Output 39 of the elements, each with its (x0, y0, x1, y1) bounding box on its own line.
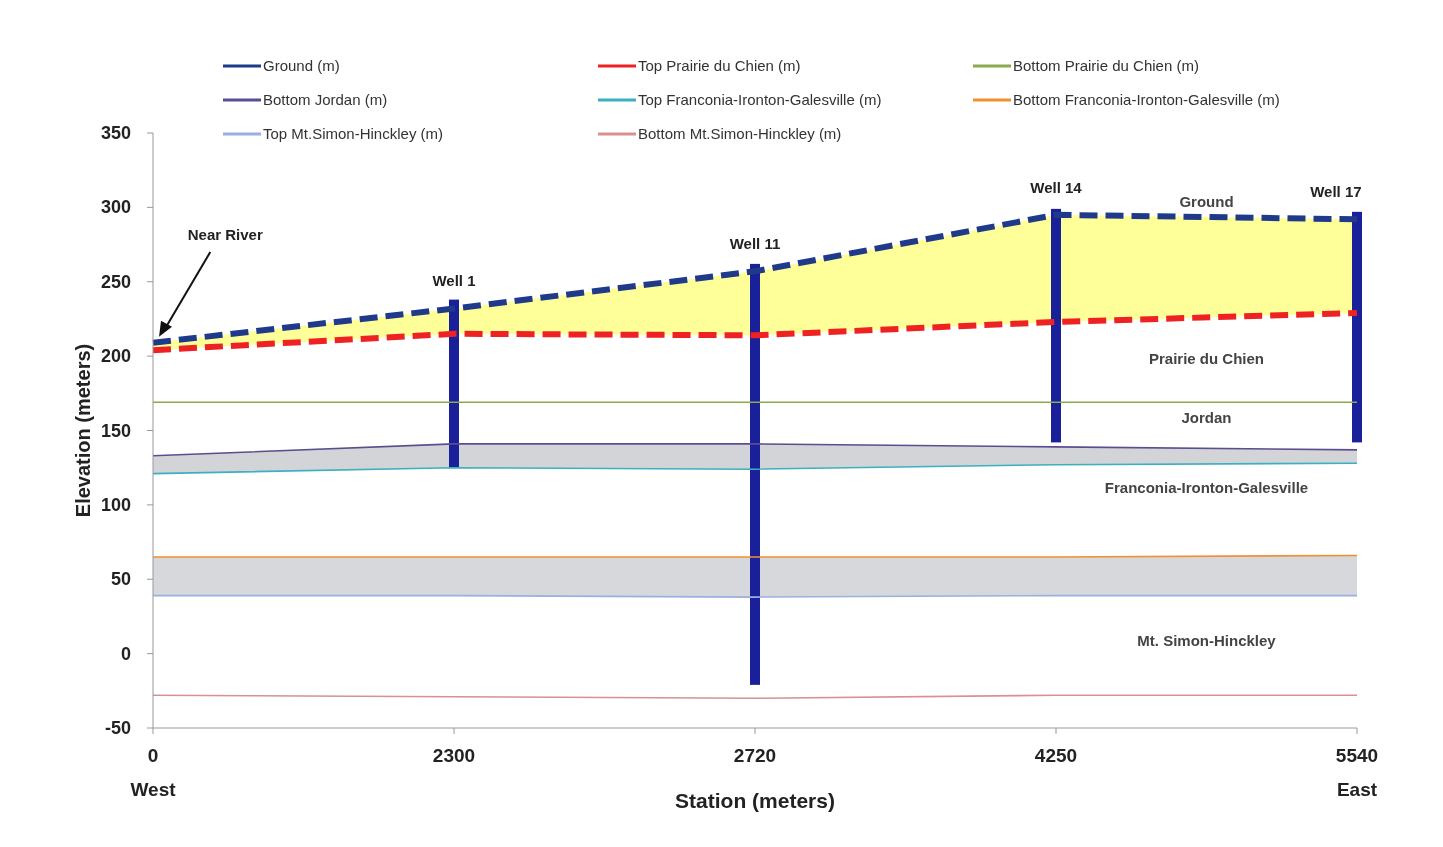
annotation: Jordan (1181, 409, 1232, 427)
x-tick-label: 2300 (432, 745, 476, 766)
y-tick-label: 250 (100, 271, 131, 292)
annotation: Near River (187, 226, 263, 244)
annotation: Well 14 (1030, 178, 1083, 196)
y-tick-label: 350 (100, 123, 131, 143)
y-tick-label: 150 (100, 420, 131, 441)
annotation: Franconia-Ironton-Galesville (1104, 478, 1309, 496)
line-series (152, 462, 1358, 475)
x-tick-label: 5540 East (1335, 745, 1379, 800)
legend-label: Top Prairie du Chien (m) (638, 57, 801, 74)
bar (750, 263, 760, 685)
annotation: Well 11 (729, 235, 781, 253)
x-tick-label: 0 West (130, 745, 177, 800)
legend-label: Bottom Mt.Simon-Hinckley (m) (638, 125, 842, 142)
annotation: Mt. Simon-Hinckley (1137, 632, 1277, 650)
line-series (152, 443, 1358, 457)
legend-label: Top Franconia-Ironton-Galesville (m) (638, 91, 882, 108)
annotation: Well 17 (1310, 182, 1362, 200)
x-axis-title: Station (meters) (675, 789, 835, 812)
y-tick-label: 0 (120, 643, 131, 664)
annotation: Well 1 (432, 272, 476, 290)
x-tick-label: 2720 (733, 745, 777, 766)
bar (1051, 208, 1061, 443)
y-tick-label: 200 (100, 346, 131, 367)
legend-label: Ground (m) (263, 57, 340, 74)
annotation: Ground (1179, 193, 1234, 211)
y-tick-label: -50 (104, 718, 131, 738)
legend-label: Bottom Prairie du Chien (m) (1013, 57, 1199, 74)
bar (1352, 211, 1362, 443)
annotation: Prairie du Chien (1148, 349, 1265, 367)
y-tick-label: 100 (100, 494, 131, 515)
legend-label: Top Mt.Simon-Hinckley (m) (263, 125, 444, 142)
y-axis-title: Elevation (meters) (72, 343, 94, 518)
x-tick-label: 4250 (1034, 745, 1078, 766)
legend-label: Bottom Jordan (m) (263, 91, 388, 108)
legend-label: Bottom Franconia-Ironton-Galesville (m) (1013, 91, 1280, 108)
y-tick-label: 300 (100, 197, 131, 218)
y-tick-label: 50 (110, 569, 131, 590)
